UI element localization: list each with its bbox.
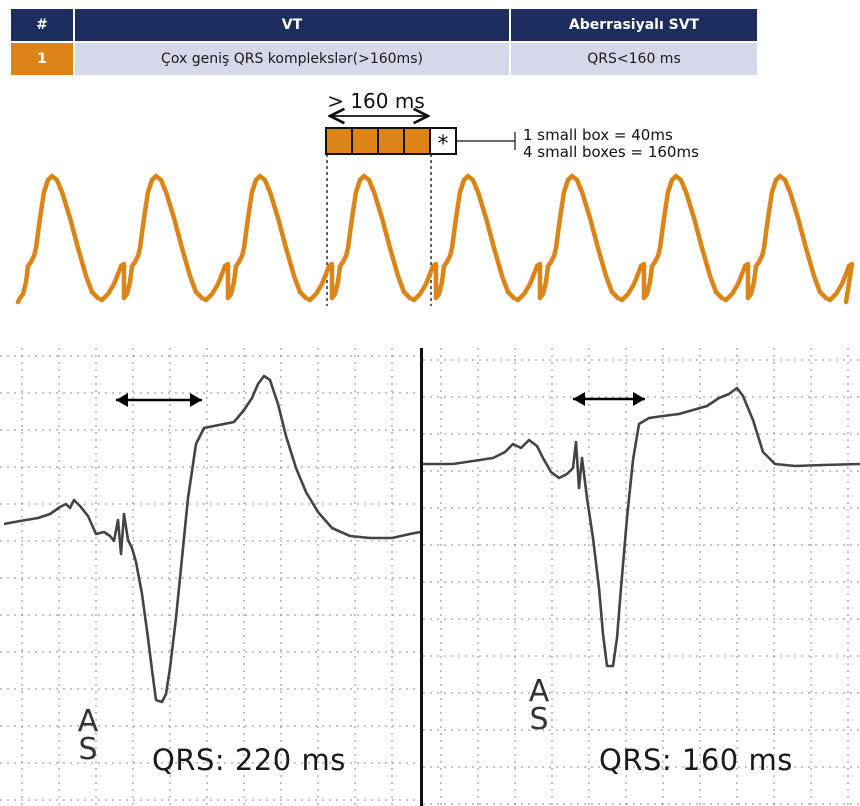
ecg-trace-vt — [3, 374, 421, 704]
legend-line-1: 1 small box = 40ms — [523, 126, 673, 144]
table-header-row: # VT Aberrasiyalı SVT — [9, 7, 759, 43]
lead-marker: A S — [76, 704, 100, 767]
ecg-strip-vt: A S QRS: 220 ms — [0, 348, 421, 806]
comparison-table: # VT Aberrasiyalı SVT 1 Çox geniş QRS ko… — [9, 7, 759, 77]
wide-qrs-trace — [15, 173, 855, 305]
small-box — [351, 127, 379, 155]
small-box — [377, 127, 405, 155]
lead-marker-bottom: S — [529, 702, 549, 737]
ecg-grid — [0, 348, 421, 806]
qrs-duration-label-svt: QRS: 160 ms — [599, 743, 793, 777]
row-vt-criterion: Çox geniş QRS komplekslər(>160ms) — [73, 41, 511, 77]
small-box — [403, 127, 431, 155]
small-box — [325, 127, 353, 155]
qrs-width-label: > 160 ms — [327, 89, 425, 113]
row-number: 1 — [9, 41, 75, 77]
ecg-grid — [423, 348, 860, 806]
header-number: # — [9, 7, 75, 43]
lead-marker-bottom: S — [78, 732, 98, 767]
header-aberrant-svt: Aberrasiyalı SVT — [509, 7, 759, 43]
panel-divider — [420, 348, 423, 806]
table-row: 1 Çox geniş QRS komplekslər(>160ms) QRS<… — [9, 41, 759, 77]
ecg-grid-right — [423, 348, 860, 806]
arrow-head-right — [633, 392, 645, 406]
arrow-head-right — [190, 393, 202, 407]
arrow-head-left — [573, 392, 585, 406]
small-boxes: * — [325, 127, 457, 157]
lead-marker: A S — [527, 674, 551, 737]
qrs-width-schematic: > 160 ms * 1 small box = 40ms 4 small bo… — [15, 89, 855, 306]
header-vt: VT — [73, 7, 511, 43]
ecg-trace-svt — [423, 386, 860, 668]
row-svt-criterion: QRS<160 ms — [509, 41, 759, 77]
lead-marker-top: A — [77, 704, 99, 739]
qrs-duration-label-vt: QRS: 220 ms — [152, 743, 346, 777]
marked-small-box — [429, 127, 457, 155]
box-marker: * — [438, 132, 449, 157]
lead-marker-top: A — [528, 674, 550, 709]
ecg-strip-svt: A S QRS: 160 ms — [423, 348, 860, 806]
legend-line-2: 4 small boxes = 160ms — [523, 143, 699, 161]
ecg-grid-left — [0, 348, 421, 806]
arrow-head-left — [116, 393, 128, 407]
